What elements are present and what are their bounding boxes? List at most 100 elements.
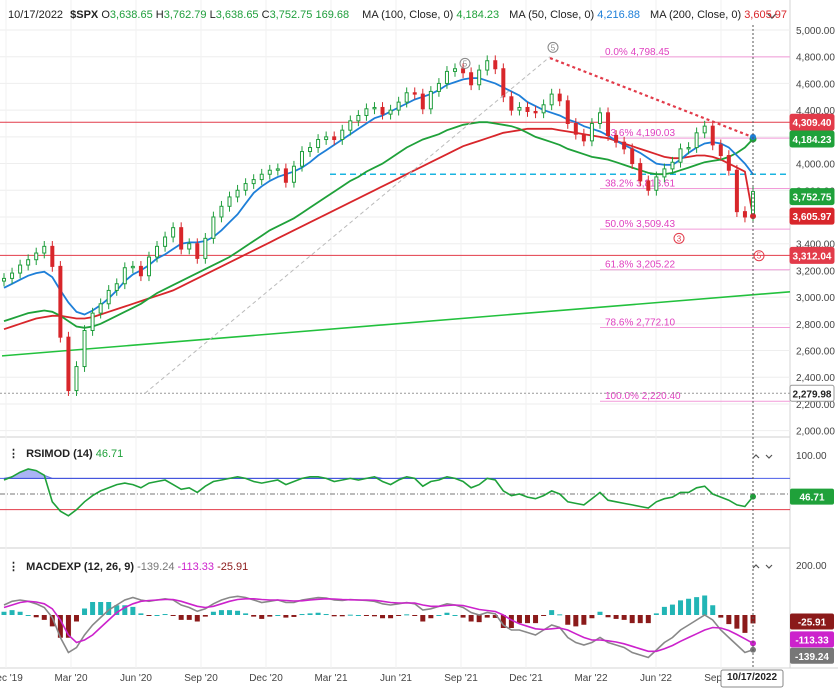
time-tick-label: Sep '21 xyxy=(444,673,478,684)
price-tick-label: 2,400.00 xyxy=(796,373,835,384)
legend-moving-averages: MA (100, Close, 0) 4,184.23 MA (50, Close… xyxy=(352,9,787,21)
candle-body xyxy=(670,161,675,170)
candle-body xyxy=(219,205,224,218)
candle-body xyxy=(477,69,482,86)
macd-histogram-bar xyxy=(565,615,571,625)
candle-body xyxy=(356,114,361,122)
ma200-end-dot xyxy=(750,213,756,220)
candle-body xyxy=(453,68,458,72)
macd-histogram-bar xyxy=(718,615,724,618)
wave-marker xyxy=(459,57,471,69)
macd-histogram-bar xyxy=(194,615,200,622)
candle-body xyxy=(122,267,127,285)
candle-body xyxy=(155,245,160,258)
candle-body xyxy=(98,303,103,314)
candle-body xyxy=(308,147,313,153)
candle-body xyxy=(742,211,747,218)
collapse-chevron-icon[interactable] xyxy=(767,13,777,19)
price-axis: 5,000.004,800.004,600.004,400.004,200.00… xyxy=(796,26,835,438)
macd-up-chevron-icon[interactable] xyxy=(752,564,760,569)
candle-body xyxy=(622,141,627,150)
candle-body xyxy=(58,265,63,338)
candle-body xyxy=(573,122,578,135)
candle-body xyxy=(436,82,441,92)
macd-histogram-bar xyxy=(460,615,466,618)
macd-histogram-bar xyxy=(468,615,474,622)
macd-flag-label: -113.33 xyxy=(795,635,829,646)
candle-body xyxy=(654,176,659,191)
price-tick-label: 3,200.00 xyxy=(796,266,835,277)
macd-histogram-bar xyxy=(323,614,329,616)
macd-histogram-bar xyxy=(428,615,434,619)
rsi-up-chevron-icon[interactable] xyxy=(752,454,760,459)
macd-histogram-bar xyxy=(259,615,265,619)
price-tick-label: 4,000.00 xyxy=(796,160,835,171)
candle-body xyxy=(251,179,256,185)
time-tick-label: Mar '20 xyxy=(54,673,87,684)
macd-histogram-bar xyxy=(589,615,595,619)
candle-body xyxy=(267,169,272,175)
macd-histogram-bar xyxy=(500,615,506,628)
wave-marker xyxy=(547,41,559,53)
macd-histogram-bar xyxy=(678,600,684,615)
candle-body xyxy=(630,148,635,165)
price-tick-label: 4,800.00 xyxy=(796,53,835,64)
candle-body xyxy=(469,72,474,86)
macd-histogram-bar xyxy=(549,610,555,615)
macd-histogram-bar xyxy=(146,615,152,616)
macd-histogram-bar xyxy=(218,610,224,615)
price-flag-label: 3,752.75 xyxy=(793,193,832,204)
macd-histogram-bar xyxy=(694,597,700,615)
legend-ohlc-item: O3,638.65 xyxy=(101,9,153,21)
macd-down-chevron-icon[interactable] xyxy=(765,564,773,569)
legend-ohlc-item: H3,762.79 xyxy=(152,9,207,21)
macd-histogram-bar xyxy=(235,610,241,615)
price-flags: 4,309.40 4,184.23 3,752.75 3,605.97 3,312.04… xyxy=(789,113,835,402)
candle-body xyxy=(646,180,651,191)
candle-body xyxy=(66,336,71,392)
macd-histogram-bar xyxy=(154,615,160,616)
time-tick-label: Dec '20 xyxy=(249,673,283,684)
legend-ma-item: MA (200, Close, 0) 3,605.97 xyxy=(650,9,788,21)
candle-body xyxy=(34,252,39,261)
macd-histogram-bar xyxy=(114,605,120,615)
macd-histogram-bar xyxy=(65,615,71,638)
rsi-flag xyxy=(790,488,834,505)
macd-histogram-bar xyxy=(404,614,410,616)
price-flag-label: 3,312.04 xyxy=(793,251,832,262)
rsi-down-chevron-icon[interactable] xyxy=(765,454,773,459)
candle-body xyxy=(686,147,691,150)
macd-histogram-bar xyxy=(41,615,47,620)
macd-histogram-bar xyxy=(1,611,7,615)
macd-histogram-bar xyxy=(186,615,192,620)
macd-histogram-bar xyxy=(130,606,136,615)
panel-frames xyxy=(0,0,838,669)
candle-body xyxy=(501,68,506,98)
macd-histogram-bar xyxy=(605,615,611,618)
candle-body xyxy=(114,283,119,291)
candle-body xyxy=(549,93,554,106)
candle-body xyxy=(726,155,731,171)
legend-date: 10/17/2022 xyxy=(8,9,64,21)
legend-ohlc: O3,638.65 H3,762.79 L3,638.65 C3,752.75 xyxy=(101,9,312,21)
time-tick-label: Mar '22 xyxy=(574,673,607,684)
macd-histogram-bar xyxy=(557,614,563,616)
macd-options-dots-icon[interactable]: ⋮ xyxy=(8,561,19,573)
candle-body xyxy=(533,110,538,114)
macd-histogram-bar xyxy=(267,615,273,617)
candle-body xyxy=(227,196,232,207)
price-flag xyxy=(789,188,835,206)
price-flag xyxy=(789,113,835,131)
legend-ohlc-item: C3,752.75 xyxy=(258,9,313,21)
macd-histogram-bar xyxy=(380,615,386,619)
macd-histogram-bar xyxy=(138,613,144,615)
macd-histogram-bar xyxy=(17,611,23,615)
ma200-line xyxy=(3,127,754,331)
macd-histogram-bar xyxy=(291,615,297,617)
rsi-overbought-fill xyxy=(3,468,753,479)
price-tick-label: 2,000.00 xyxy=(796,427,835,438)
macd-histogram-bar xyxy=(742,615,748,633)
candle-body xyxy=(235,189,240,198)
rsi-options-dots-icon[interactable]: ⋮ xyxy=(8,448,19,460)
